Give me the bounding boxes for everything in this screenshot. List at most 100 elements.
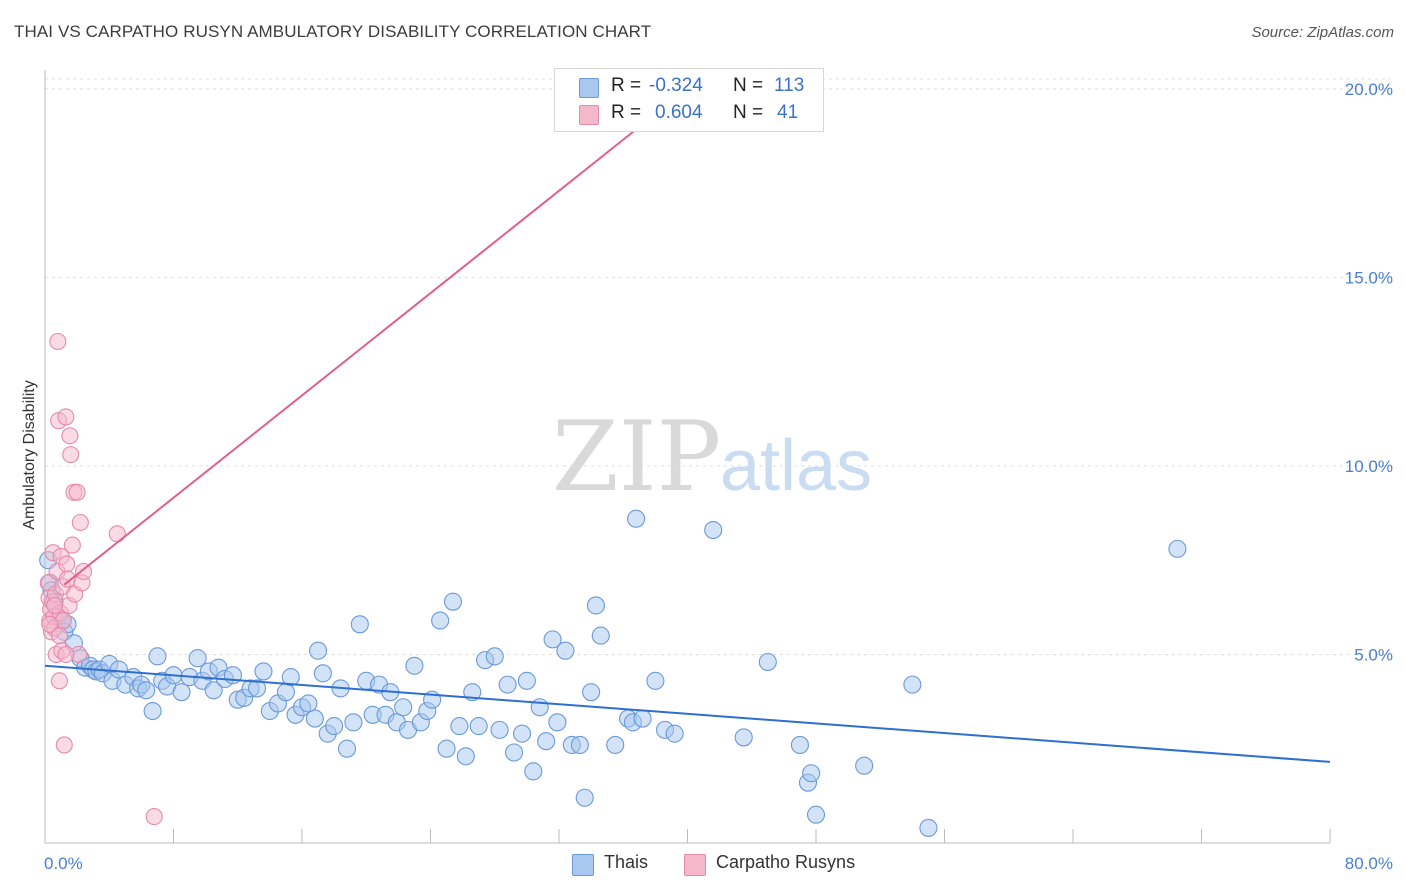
y-tick-label: 15.0% <box>1345 268 1393 287</box>
thais-point <box>570 735 589 755</box>
thais-point <box>450 717 469 736</box>
carpatho-rusyns-point <box>108 525 126 543</box>
carpatho-rusyns-point <box>145 808 163 826</box>
carpatho-rusyns-point <box>41 615 59 633</box>
bottom-legend-label-carpatho-rusyns: Carpatho Rusyns <box>716 852 856 872</box>
legend-r-label: R = <box>611 75 642 96</box>
carpatho-rusyns-point <box>71 513 89 532</box>
legend-n-label: N = <box>733 102 764 123</box>
thais-point <box>586 596 605 615</box>
thais-point <box>299 694 318 713</box>
thais-point <box>627 509 646 528</box>
carpatho-rusyns-point <box>49 332 67 351</box>
y-tick-label: 10.0% <box>1345 457 1393 476</box>
correlation-legend: R = -0.324 N = 113 R = 0.604 N = 41 <box>554 68 824 132</box>
thais-point <box>204 681 223 700</box>
carpatho-rusyns-point <box>57 645 75 664</box>
thais-point <box>276 683 295 702</box>
thais-point <box>325 717 344 736</box>
thais-point <box>337 739 357 758</box>
legend-r-label: R = <box>611 102 642 123</box>
thais-point <box>504 743 524 762</box>
thais-point <box>665 724 684 743</box>
thais-point <box>530 698 549 717</box>
carpatho-rusyns-point <box>50 672 69 690</box>
thais-point <box>790 735 809 755</box>
carpatho-rusyns-point <box>63 536 81 554</box>
grid-lines <box>45 78 1390 655</box>
thais-point <box>575 788 594 807</box>
thais-point <box>309 641 328 660</box>
thais-points <box>39 509 1187 837</box>
thais-point <box>188 649 207 668</box>
tick-labels: 5.0% 10.0% 15.0% 20.0% 0.0% 80.0% <box>44 80 1393 873</box>
thais-point <box>247 679 267 698</box>
thais-point <box>806 805 826 824</box>
thais-point <box>313 664 332 683</box>
thais-point <box>172 683 191 702</box>
legend-n-value: 41 <box>777 102 799 123</box>
carpatho-rusyns-point <box>61 427 79 445</box>
thais-point <box>758 652 777 672</box>
thais-point <box>344 713 363 732</box>
carpatho-rusyns-point <box>58 570 77 588</box>
thais-point <box>498 675 517 694</box>
thais-point <box>556 641 575 660</box>
thais-point <box>591 626 610 645</box>
carpatho-rusyns-point <box>57 408 75 426</box>
carpatho-rusyns-point <box>58 555 76 573</box>
trend-lines <box>44 106 1331 763</box>
thais-point <box>1168 539 1187 558</box>
thais-point <box>543 630 562 649</box>
legend-r-value: 0.604 <box>655 102 703 123</box>
legend-swatch-carpatho-rusyns <box>579 105 599 125</box>
source-credit: Source: ZipAtlas.com <box>1251 24 1394 41</box>
bottom-legend-swatch-carpatho-rusyns <box>684 854 706 876</box>
thais-point <box>855 756 874 775</box>
carpatho-rusyns-point <box>75 562 93 581</box>
thais-point <box>350 615 369 634</box>
thais-point <box>137 681 156 700</box>
y-tick-label: 20.0% <box>1345 80 1393 99</box>
thais-point <box>903 675 922 694</box>
thais-point <box>143 701 162 721</box>
thais-point <box>646 671 665 690</box>
thais-point <box>405 656 424 675</box>
thais-point <box>281 668 300 687</box>
carpatho-rusyns-point <box>68 483 86 501</box>
thais-point <box>537 732 556 751</box>
thais-point <box>490 720 509 739</box>
thais-point <box>513 724 532 743</box>
thais-point <box>456 747 475 766</box>
legend-r-value: -0.324 <box>649 75 703 96</box>
thais-point <box>704 520 723 540</box>
thais-point <box>517 671 536 690</box>
thais-point <box>148 647 167 666</box>
thais-point <box>437 739 456 758</box>
carpatho-rusyns-points <box>39 332 163 826</box>
thais-point <box>633 709 652 728</box>
axes <box>44 70 1331 844</box>
watermark: ZIP atlas <box>552 401 872 513</box>
thais-point <box>305 709 324 728</box>
carpatho-rusyns-trend-line <box>63 106 665 586</box>
thais-point <box>463 683 482 702</box>
thais-point <box>469 717 488 736</box>
thais-point <box>443 592 463 611</box>
thais-point <box>582 683 601 702</box>
legend-swatch-thais <box>579 78 599 98</box>
legend-n-label: N = <box>733 75 764 96</box>
x-tick-label: 0.0% <box>44 854 83 873</box>
bottom-legend-label-thais: Thais <box>604 852 649 872</box>
x-tick-label: 80.0% <box>1345 854 1393 873</box>
thais-point <box>802 764 821 783</box>
thais-point <box>109 660 128 679</box>
carpatho-rusyns-point <box>62 446 80 464</box>
thais-point <box>919 818 938 837</box>
bottom-legend-swatch-thais <box>572 854 594 876</box>
thais-point <box>606 735 625 755</box>
thais-point <box>431 611 450 630</box>
carpatho-rusyns-point <box>50 627 69 645</box>
thais-trend-line <box>44 664 1331 763</box>
